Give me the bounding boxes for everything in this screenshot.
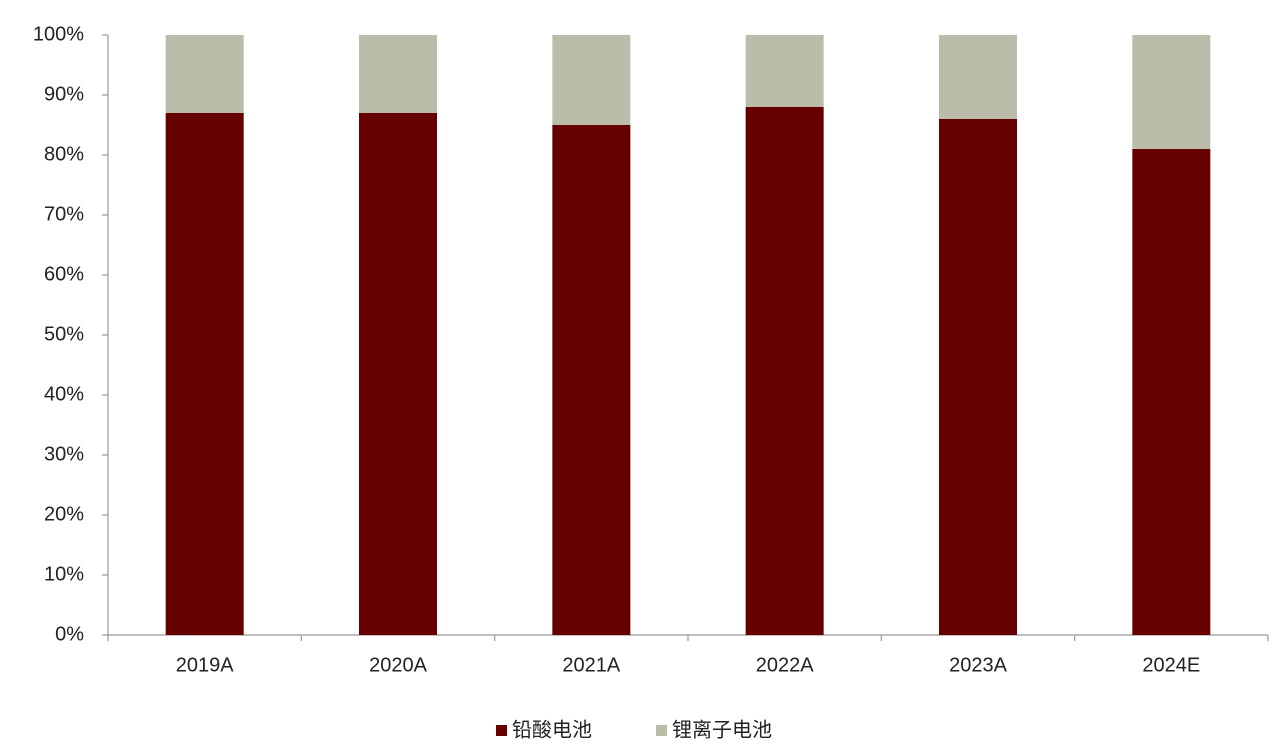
bar-segment: [165, 35, 244, 113]
bar-segment: [552, 125, 631, 635]
y-tick-label: 90%: [44, 83, 84, 105]
legend-label: 铅酸电池: [512, 718, 592, 741]
legend-swatch: [656, 725, 667, 736]
x-tick-label: 2021A: [562, 654, 620, 676]
legend-swatch: [496, 725, 507, 736]
bar-segment: [1132, 35, 1211, 149]
y-tick-label: 100%: [33, 23, 84, 45]
x-tick-label: 2023A: [949, 654, 1007, 676]
bar-segment: [745, 35, 824, 107]
y-tick-label: 50%: [44, 323, 84, 345]
x-tick-label: 2020A: [369, 654, 427, 676]
y-tick-label: 10%: [44, 563, 84, 585]
y-tick-label: 60%: [44, 263, 84, 285]
bar-segment: [745, 107, 824, 635]
legend-label: 锂离子电池: [672, 718, 772, 741]
y-tick-label: 70%: [44, 203, 84, 225]
y-tick-label: 30%: [44, 443, 84, 465]
bar-segment: [359, 113, 437, 635]
x-tick-label: 2019A: [176, 654, 234, 676]
y-tick-label: 20%: [44, 503, 84, 525]
bar-segment: [359, 35, 437, 113]
bar-segment: [939, 35, 1017, 119]
bar-segment: [939, 119, 1017, 635]
y-tick-label: 40%: [44, 383, 84, 405]
x-tick-label: 2022A: [756, 654, 814, 676]
bar-segment: [165, 113, 244, 635]
y-tick-label: 0%: [55, 623, 84, 645]
x-tick-label: 2024E: [1142, 654, 1200, 676]
bar-segment: [552, 35, 631, 125]
y-tick-label: 80%: [44, 143, 84, 165]
bar-segment: [1132, 149, 1211, 635]
